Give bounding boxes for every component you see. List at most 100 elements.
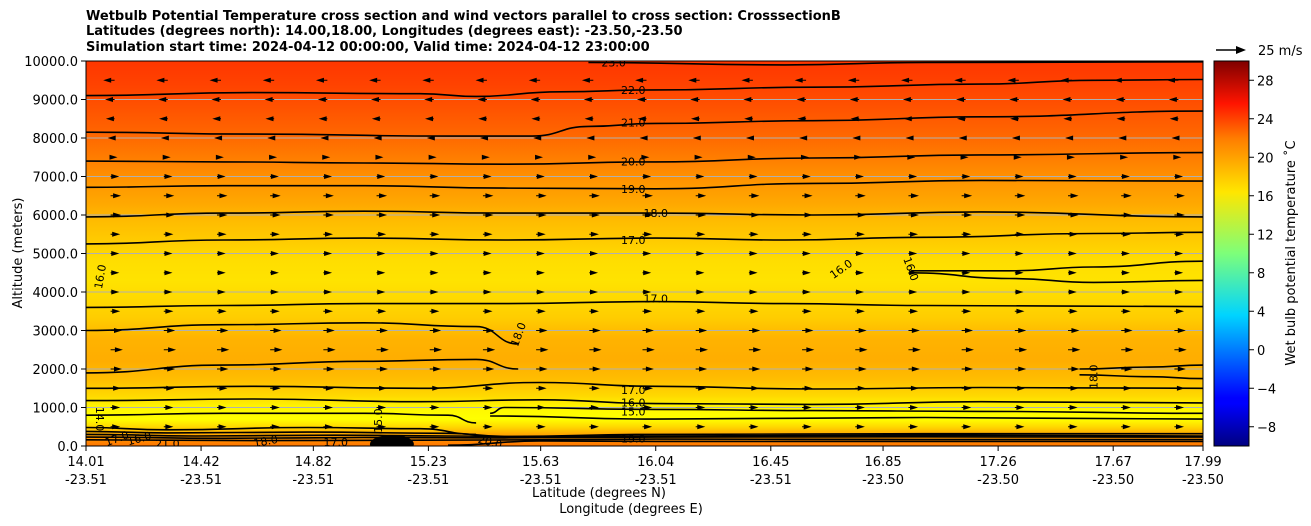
wind-vector (909, 174, 918, 179)
chart-title: Wetbulb Potential Temperature cross sect… (86, 9, 841, 24)
wind-vector (111, 289, 120, 295)
wind-vector (327, 347, 336, 353)
wind-vector (537, 308, 546, 314)
wind-vector (433, 366, 442, 372)
wind-vector (218, 308, 227, 314)
wind-vector (430, 270, 439, 276)
wind-vector (165, 308, 174, 314)
wind-vector (1068, 289, 1077, 295)
wind-vector (1017, 193, 1026, 199)
colorbar-label: Wet bulb potential temperature ˚C (1283, 140, 1299, 365)
x-tick-label-lat: 15.23 (410, 455, 447, 470)
wind-vector (963, 231, 972, 237)
wind-vector (852, 135, 861, 141)
wind-vector (910, 424, 919, 430)
wind-vector (434, 347, 443, 353)
wind-vector (212, 116, 221, 122)
wind-vector (317, 97, 326, 102)
wind-vector (963, 424, 972, 430)
wind-vector (168, 347, 177, 353)
wind-vector (167, 366, 176, 372)
wind-vector (1113, 77, 1122, 83)
contour-18.0-11 (86, 358, 519, 374)
wind-vector (1169, 116, 1178, 122)
x-tick-label-lon: -23.51 (407, 473, 449, 488)
wind-vector (535, 154, 544, 160)
wind-vector (965, 347, 974, 353)
contour-label-6: 17.0 (621, 234, 646, 247)
wind-vector (267, 135, 276, 141)
colorbar-tick-label: 20 (1257, 151, 1274, 166)
contour-17.0-14 (86, 381, 1203, 390)
wind-vector (856, 231, 865, 237)
wind-vector (593, 347, 602, 353)
wind-vector (1063, 116, 1072, 122)
wind-vector (590, 405, 599, 410)
wind-vector (802, 174, 811, 179)
wind-vector (859, 347, 868, 353)
wind-vector (485, 385, 494, 391)
wind-vector (636, 97, 645, 102)
wind-vector (373, 135, 382, 141)
wind-vector (105, 116, 114, 122)
wind-vector (379, 212, 388, 218)
wind-vector (696, 289, 705, 295)
wind-vector (272, 212, 281, 218)
x-tick-label-lat: 16.04 (637, 455, 674, 470)
wind-vector (485, 212, 494, 218)
chart-subtitle-times: Simulation start time: 2024-04-12 00:00:… (86, 40, 650, 55)
contour-label-0: 23.0 (601, 57, 626, 70)
wind-vector (690, 116, 699, 122)
wind-vector (855, 174, 864, 179)
wind-vector (965, 366, 974, 372)
wind-vector (592, 366, 601, 372)
wind-vector (377, 174, 386, 179)
wind-vector (1015, 289, 1024, 295)
wind-vector (430, 174, 439, 179)
wind-vector (272, 193, 281, 199)
contour-18.0-22 (86, 435, 1203, 440)
wind-vector (1124, 366, 1133, 372)
wind-vector (483, 174, 492, 179)
wind-vector (324, 405, 333, 410)
wind-vector (747, 154, 756, 160)
wind-vector (326, 366, 335, 372)
wind-vector (318, 116, 327, 122)
wind-vector (752, 328, 761, 333)
wind-vector (167, 328, 176, 333)
wind-vector (796, 97, 805, 102)
wind-vector (645, 212, 653, 218)
wind-vector (1121, 289, 1130, 295)
wind-vector (581, 77, 590, 83)
wind-vector (217, 251, 226, 256)
wind-vector (1018, 366, 1027, 372)
wind-vector (909, 270, 918, 276)
contour-23.0-0 (588, 61, 1203, 66)
wind-vector (219, 193, 228, 199)
contour-label-14: 16.0 (621, 396, 646, 409)
wind-vector (750, 231, 759, 237)
wind-vector (1015, 270, 1024, 276)
wind-vector (370, 97, 379, 102)
wind-vector (114, 347, 123, 353)
wind-vector (113, 212, 122, 218)
wind-vector (378, 424, 387, 430)
wind-vector (954, 77, 963, 83)
wind-vector (1070, 212, 1079, 218)
wind-vector (956, 116, 965, 122)
wind-vector (432, 193, 441, 199)
y-tick-label: 0.0 (57, 440, 78, 455)
wind-vector (696, 174, 705, 179)
wind-vector (645, 328, 654, 333)
wind-vector (592, 328, 601, 333)
wind-vector (905, 135, 914, 141)
wind-vector (584, 116, 593, 122)
wind-vector (909, 289, 918, 295)
wind-vector (324, 174, 333, 179)
wind-vector (1177, 366, 1186, 372)
colorbar-tick-label: 8 (1257, 267, 1265, 282)
colorbar (1213, 60, 1250, 447)
wind-vector (481, 154, 490, 160)
wind-vector (475, 77, 484, 83)
wind-vector (744, 116, 753, 122)
